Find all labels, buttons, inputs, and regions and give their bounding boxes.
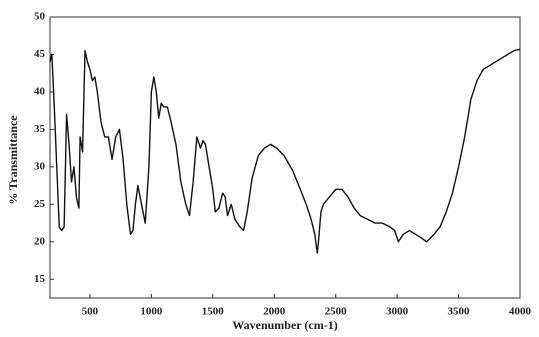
y-tick-label: 35 xyxy=(34,123,46,135)
x-tick-label: 1500 xyxy=(202,306,225,318)
x-tick-label: 1000 xyxy=(140,306,163,318)
y-tick-label: 15 xyxy=(34,273,46,285)
y-tick-label: 25 xyxy=(34,198,46,210)
x-tick-label: 500 xyxy=(82,306,99,318)
x-axis-title: Wavenumber (cm-1) xyxy=(232,318,337,332)
y-axis-title: % Transmittance xyxy=(6,115,20,205)
spectrum-line xyxy=(49,48,521,254)
x-tick-label: 3500 xyxy=(448,306,471,318)
x-tick-label: 2500 xyxy=(325,306,348,318)
y-tick-label: 30 xyxy=(34,160,46,172)
x-tick-label: 4000 xyxy=(509,306,532,318)
plot-frame xyxy=(49,16,521,299)
x-tick-label: 3000 xyxy=(386,306,409,318)
y-tick-label: 20 xyxy=(34,235,46,247)
x-tick-label: 2000 xyxy=(263,306,286,318)
y-tick-label: 40 xyxy=(34,85,46,97)
y-tick-label: 50 xyxy=(34,11,46,23)
y-tick-label: 45 xyxy=(34,48,46,60)
